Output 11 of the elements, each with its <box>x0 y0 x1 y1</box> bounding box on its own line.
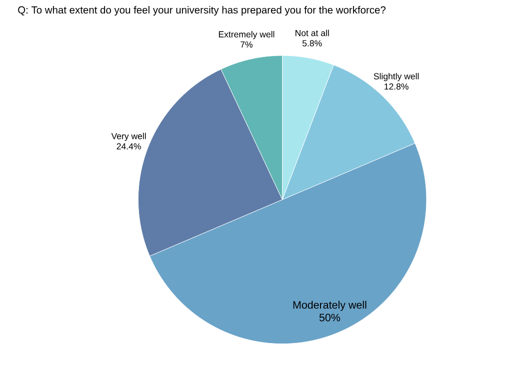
slice-label: Moderately well <box>293 300 366 311</box>
slice-label: Not at all <box>296 30 329 36</box>
data-label: 7% <box>240 42 253 48</box>
data-label: 24.4% <box>116 143 141 150</box>
slice-label: Very well <box>111 132 146 141</box>
slice-label: Slightly well <box>374 73 419 82</box>
chart-title: Q: To what extent do you feel your university has prepared you for the workforce? <box>18 6 386 16</box>
slice-label: Extremely well <box>218 31 274 40</box>
data-label: 5.8% <box>302 40 322 46</box>
data-label: 50% <box>319 314 340 322</box>
data-label: 12.8% <box>384 83 408 90</box>
